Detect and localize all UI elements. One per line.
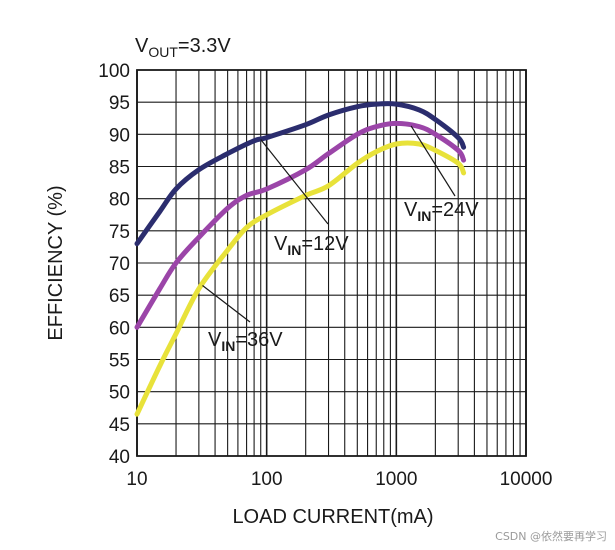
x-tick-labels: 10 100 1000 10000 — [126, 469, 552, 490]
y-tick-label: 95 — [109, 93, 130, 114]
leader-line — [260, 139, 329, 225]
y-tick-labels: 40 45 50 55 60 65 70 75 80 85 90 95 100 — [98, 61, 130, 468]
y-tick-label: 70 — [109, 254, 130, 275]
x-tick-label: 1000 — [375, 469, 417, 490]
watermark: CSDN @依然要再学习 — [495, 530, 607, 543]
y-tick-label: 45 — [109, 415, 130, 436]
series-label-sub: IN — [287, 242, 301, 258]
y-tick-label: 75 — [109, 222, 130, 243]
y-tick-label: 50 — [109, 383, 130, 404]
series-label-tail: =12V — [301, 233, 349, 255]
x-tick-label: 100 — [251, 469, 283, 490]
leader-line — [202, 285, 251, 323]
series-line-36v — [134, 140, 467, 417]
x-tick-label: 10000 — [500, 469, 553, 490]
series-label-main: V — [274, 233, 288, 255]
series-label-main: V — [208, 329, 222, 351]
chart-title-main: V — [135, 35, 149, 57]
series-lines — [134, 101, 467, 417]
annotation-leaders — [202, 125, 456, 323]
series-label-tail: =36V — [235, 329, 283, 351]
series-line-12v — [134, 101, 467, 247]
y-tick-label: 85 — [109, 158, 130, 179]
x-axis-label: LOAD CURRENT(mA) — [232, 506, 433, 528]
y-tick-label: 40 — [109, 447, 130, 468]
series-line-24v — [134, 120, 467, 330]
y-tick-label: 80 — [109, 190, 130, 211]
series-label: VIN=12V — [274, 233, 349, 258]
series-label-tail: =24V — [431, 199, 479, 221]
series-label-main: V — [404, 199, 418, 221]
y-tick-label: 65 — [109, 286, 130, 307]
plot-frame — [136, 69, 527, 457]
chart-title-sub: OUT — [148, 44, 178, 60]
series-label: VIN=36V — [208, 329, 283, 354]
series-label: VIN=24V — [404, 199, 479, 224]
series-label-sub: IN — [417, 208, 431, 224]
series-label-sub: IN — [221, 338, 235, 354]
y-tick-label: 90 — [109, 125, 130, 146]
y-axis-label: EFFICIENCY (%) — [45, 185, 67, 340]
leader-line — [410, 125, 456, 197]
y-tick-label: 100 — [98, 61, 130, 82]
grid — [136, 69, 527, 457]
x-tick-label: 10 — [126, 469, 147, 490]
y-tick-label: 60 — [109, 318, 130, 339]
y-tick-label: 55 — [109, 351, 130, 372]
chart-title-tail: =3.3V — [178, 35, 231, 57]
chart-title: VOUT=3.3V — [135, 35, 231, 60]
